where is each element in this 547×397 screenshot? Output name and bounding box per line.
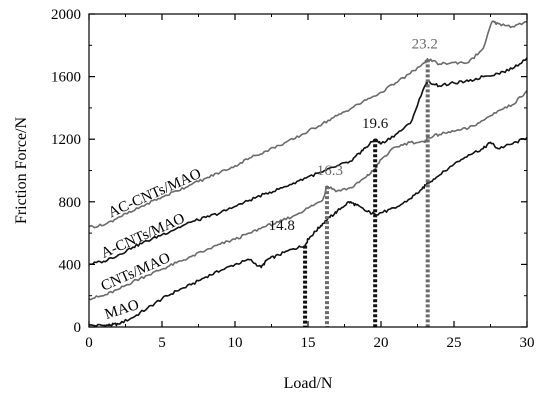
annotation-label-1: 16.3 (317, 163, 343, 179)
y-tick-label: 800 (59, 195, 82, 211)
annotation-label-3: 23.2 (412, 36, 438, 52)
axes-group: 0 5 10 15 20 25 30 0 400 800 1200 1600 2000 (51, 7, 535, 351)
series-line-ac-cnts-mao (88, 20, 528, 229)
y-tick-label: 2000 (51, 7, 81, 23)
series-group (88, 20, 528, 328)
series-line-cnts-mao (88, 90, 528, 301)
y-tick-label: 400 (59, 257, 82, 273)
x-tick-label: 25 (447, 335, 462, 351)
y-axis-title: Friction Force/N (13, 117, 30, 225)
plot-frame (88, 13, 528, 328)
x-tick-label: 10 (228, 335, 243, 351)
x-tick-label: 15 (301, 335, 316, 351)
y-tick-label: 0 (74, 320, 82, 336)
series-label-0: MAO (103, 297, 141, 323)
annotations-group: 14.8 16.3 19.6 23.2 (269, 36, 438, 327)
y-tick-label: 1200 (51, 132, 81, 148)
series-line-a-cnts-mao (88, 57, 528, 266)
y-tick-label: 1600 (51, 70, 81, 86)
x-tick-label: 5 (158, 335, 166, 351)
x-tick-label: 0 (85, 335, 93, 351)
x-tick-label: 30 (520, 335, 535, 351)
series-line-mao (88, 137, 528, 328)
x-axis-title: Load/N (284, 375, 333, 392)
annotation-label-2: 19.6 (362, 116, 389, 132)
x-tick-label: 20 (374, 335, 389, 351)
annotation-label-0: 14.8 (269, 218, 295, 234)
series-label-3: AC-CNTs/MAO (106, 166, 204, 221)
